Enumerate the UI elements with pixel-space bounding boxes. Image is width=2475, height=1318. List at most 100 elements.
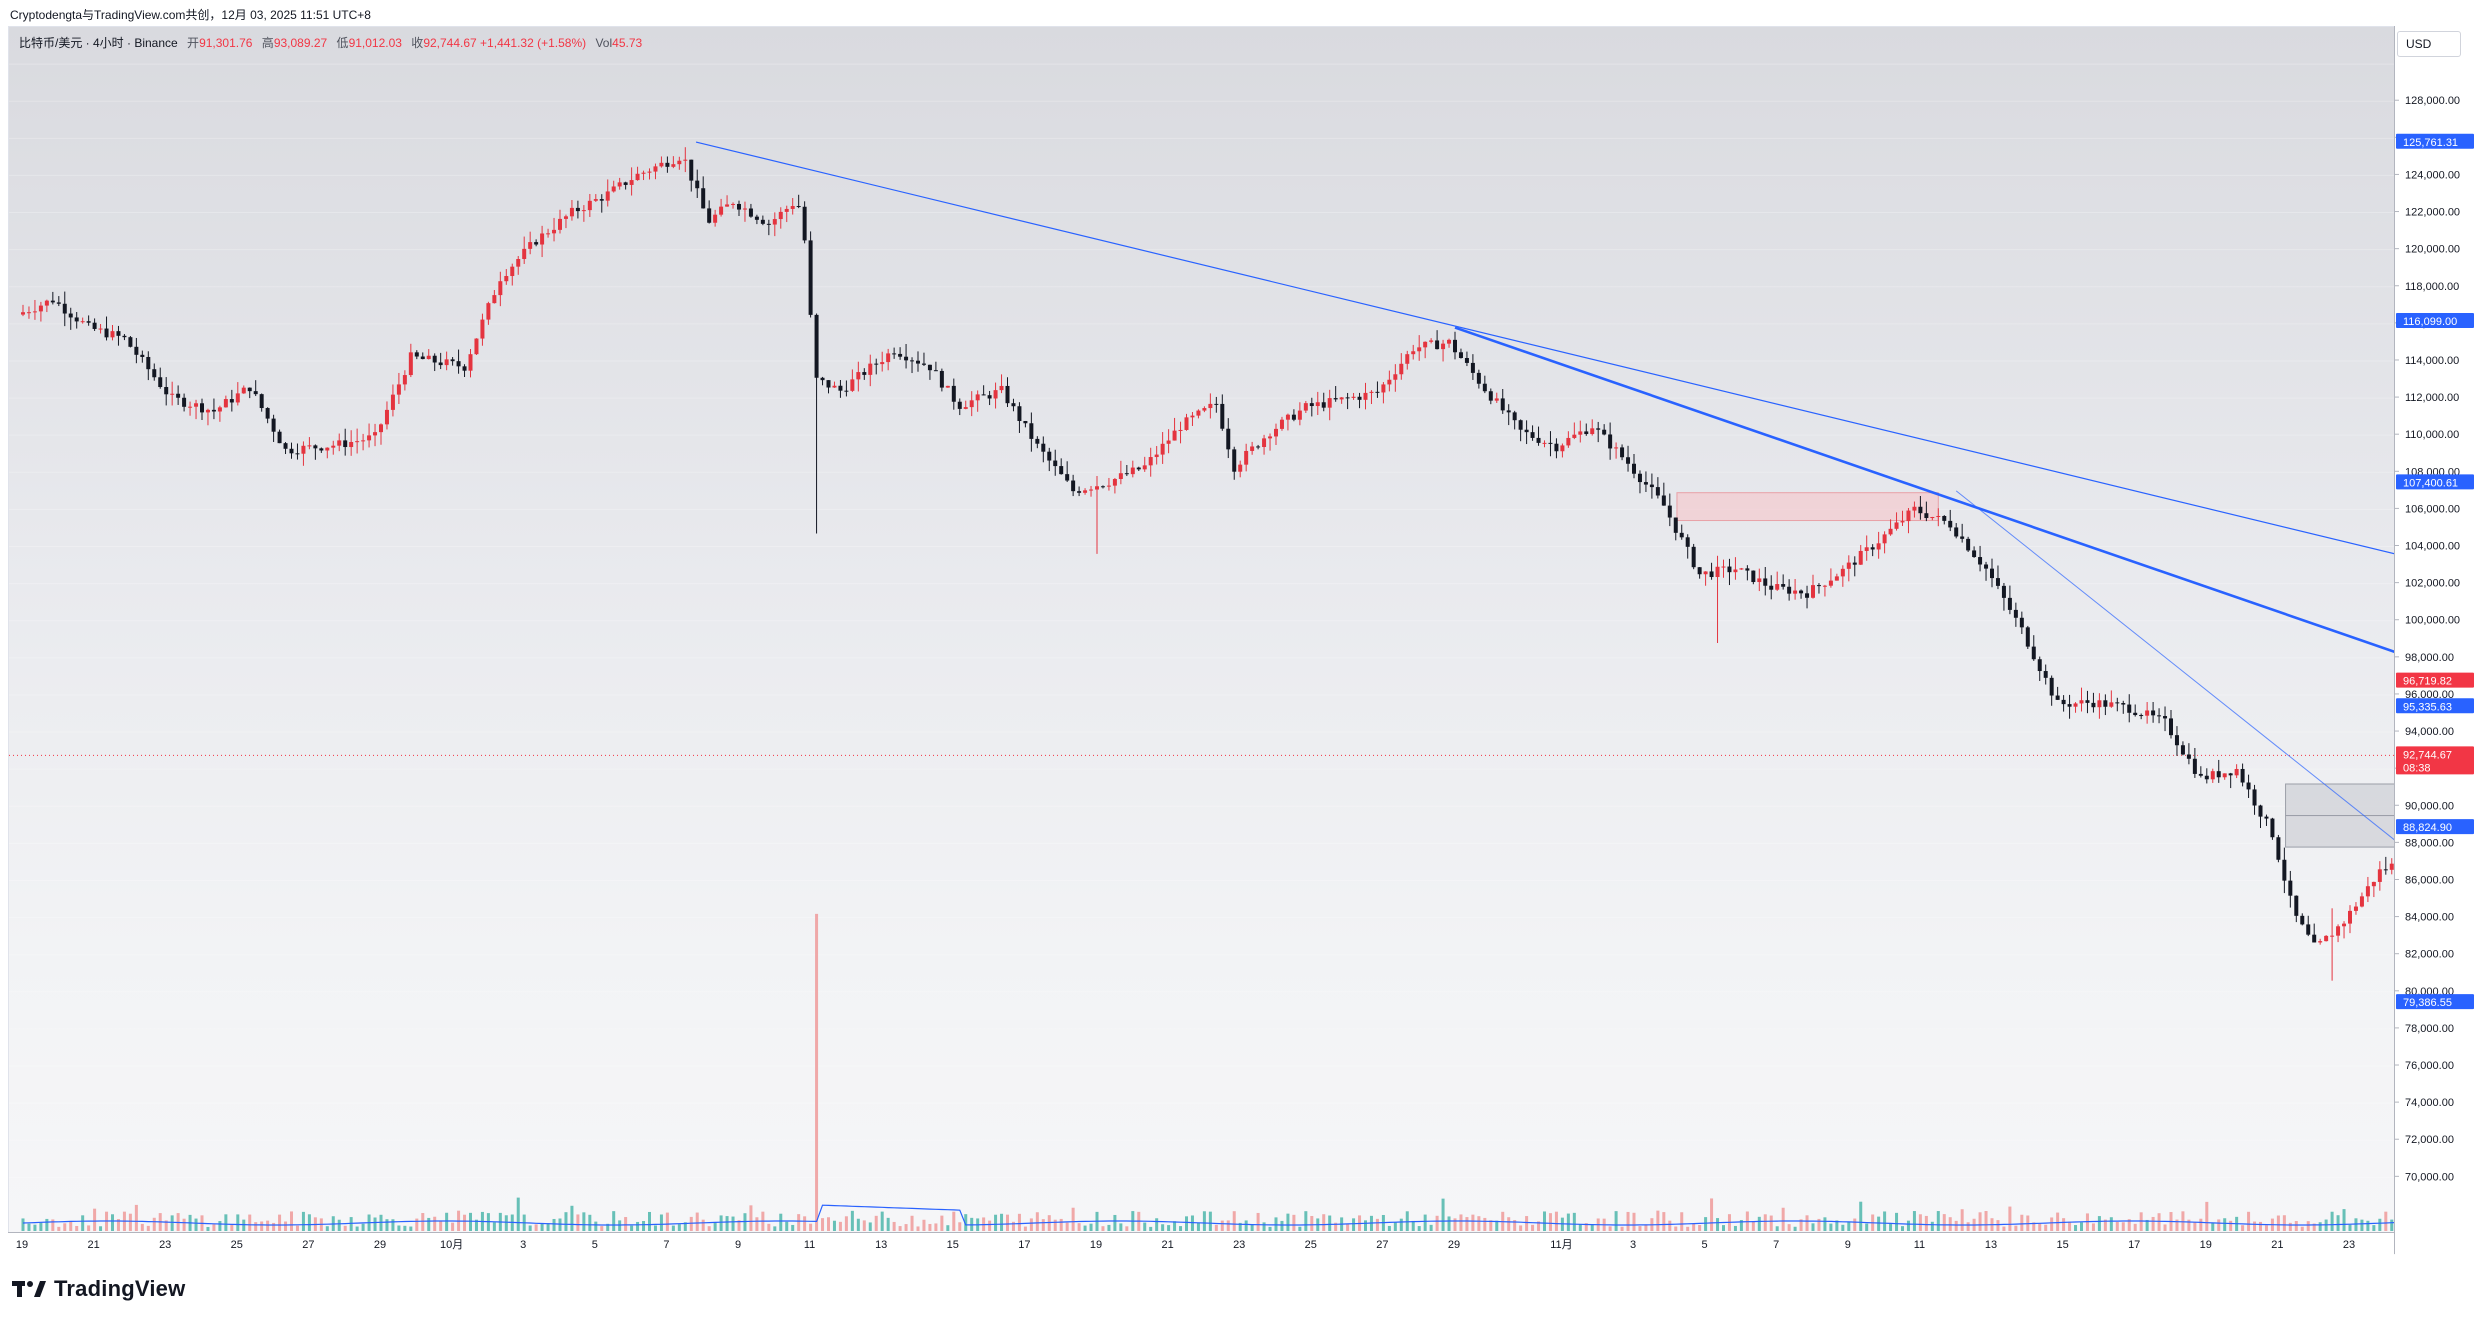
- candle-body: [253, 391, 258, 395]
- price-tick-label: 74,000.00: [2405, 1097, 2454, 1109]
- candle-body: [2288, 880, 2293, 896]
- candle-body: [414, 352, 419, 357]
- volume-bar: [2336, 1215, 2340, 1231]
- candle-body: [1476, 372, 1481, 384]
- zone-neutral: [2285, 783, 2395, 817]
- candle-body: [1077, 491, 1082, 493]
- candle-body: [760, 219, 765, 224]
- candle-body: [921, 363, 926, 365]
- candle-body: [1655, 487, 1660, 496]
- time-tick-label: 19: [2200, 1239, 2212, 1251]
- volume-bar: [439, 1220, 443, 1231]
- candle-body: [2383, 869, 2388, 871]
- volume-bar: [665, 1212, 669, 1231]
- candle-body: [68, 313, 73, 318]
- volume-bar: [1489, 1220, 1493, 1231]
- volume-bar: [224, 1214, 228, 1231]
- volume-bar: [1841, 1224, 1845, 1231]
- time-axis-scale[interactable]: 19 21 23 25 27 29 10月 3 5 7 9 11 13 15 17 19 21 23 25 27 29 1…: [8, 1233, 2394, 1255]
- price-chart[interactable]: [9, 27, 2395, 1233]
- volume-bar: [1954, 1220, 1958, 1231]
- candle-body: [379, 424, 383, 433]
- candle-body: [575, 207, 580, 212]
- candle-body: [766, 223, 771, 225]
- volume-bar: [2187, 1219, 2191, 1231]
- tradingview-brand[interactable]: TradingView: [12, 1274, 185, 1304]
- candle-body: [2055, 695, 2060, 700]
- volume-bar: [1531, 1224, 1535, 1231]
- volume-bar: [2229, 1220, 2233, 1231]
- volume-bar: [1787, 1224, 1791, 1231]
- volume-bar: [1125, 1226, 1129, 1231]
- volume-bar: [1966, 1222, 1970, 1231]
- candle-body: [2163, 716, 2168, 719]
- volume-bar: [642, 1221, 646, 1231]
- volume-bar: [1519, 1225, 1523, 1231]
- candle-body: [62, 303, 67, 314]
- candle-body: [1834, 576, 1839, 581]
- price-tick-label: 122,000.00: [2405, 207, 2460, 219]
- volume-bar: [1423, 1214, 1427, 1231]
- candle-body: [1047, 451, 1052, 461]
- volume-bar: [469, 1212, 472, 1231]
- chart-pane[interactable]: 比特币/美元 · 4小时 · Binance 开91,301.76 高93,08…: [8, 26, 2395, 1255]
- candle-body: [2180, 745, 2185, 755]
- price-axis-scale[interactable]: 70,000.00 72,000.00 74,000.00 76,000.00 78,0…: [2395, 26, 2475, 1254]
- time-axis[interactable]: 19 21 23 25 27 29 10月 3 5 7 9 11 13 15 17 19 21 23 25 27 29 1…: [8, 1232, 2394, 1255]
- candle-body: [1184, 417, 1189, 430]
- candle-body: [1482, 383, 1487, 392]
- candle-body: [325, 447, 330, 451]
- volume-bar: [1662, 1212, 1666, 1231]
- volume-bar: [212, 1224, 216, 1231]
- time-tick-label: 15: [947, 1239, 959, 1251]
- candle-body: [808, 240, 813, 315]
- currency-button[interactable]: USD: [2397, 31, 2461, 57]
- time-tick-label: 15: [2056, 1239, 2068, 1251]
- candle-body: [1614, 447, 1619, 449]
- volume-bar: [1960, 1209, 1964, 1231]
- volume-bar: [624, 1217, 628, 1231]
- candle-body: [1691, 546, 1696, 568]
- volume-bar: [427, 1217, 431, 1231]
- candle-body: [1608, 434, 1613, 449]
- volume-bar: [2020, 1214, 2024, 1231]
- candle-body: [1274, 428, 1278, 437]
- candle-body: [1858, 550, 1863, 565]
- candle-body: [641, 172, 646, 174]
- candle-body: [1423, 341, 1428, 348]
- candle-body: [2103, 700, 2108, 707]
- candle-body: [1381, 384, 1386, 393]
- candle-body: [1190, 415, 1195, 418]
- volume-bar: [397, 1225, 401, 1231]
- candle-body: [1458, 352, 1463, 358]
- volume-bar: [1220, 1220, 1224, 1231]
- candle-body: [1578, 431, 1583, 435]
- candle-body: [790, 206, 795, 209]
- volume-bar: [182, 1218, 186, 1231]
- candle-body: [1118, 473, 1123, 479]
- volume-bar: [1805, 1215, 1809, 1231]
- candle-body: [927, 364, 932, 371]
- volume-bar: [1334, 1222, 1338, 1231]
- candle-body: [2097, 700, 2102, 708]
- time-tick-label: 23: [159, 1239, 171, 1251]
- candle-body: [1900, 521, 1905, 523]
- volume-bar: [1459, 1214, 1463, 1231]
- candle-body: [158, 377, 163, 388]
- candle-body: [2210, 771, 2215, 780]
- price-axis[interactable]: 70,000.00 72,000.00 74,000.00 76,000.00 78,0…: [2394, 26, 2475, 1254]
- volume-bar: [1692, 1223, 1696, 1231]
- candle-body: [671, 164, 676, 167]
- candle-body: [1679, 532, 1684, 538]
- candle-body: [2306, 924, 2311, 935]
- high-value: 93,089.27: [273, 36, 328, 50]
- candle-body: [1124, 473, 1129, 475]
- volume-bar: [1035, 1212, 1039, 1231]
- price-tick-label: 72,000.00: [2405, 1134, 2454, 1146]
- symbol-title[interactable]: 比特币/美元 · 4小时 · Binance: [19, 36, 178, 50]
- price-label-badge: [2396, 672, 2474, 688]
- volume-bar: [2247, 1211, 2251, 1231]
- candle-body: [1059, 466, 1064, 475]
- volume-bar: [2032, 1222, 2036, 1231]
- candle-body: [1518, 420, 1523, 430]
